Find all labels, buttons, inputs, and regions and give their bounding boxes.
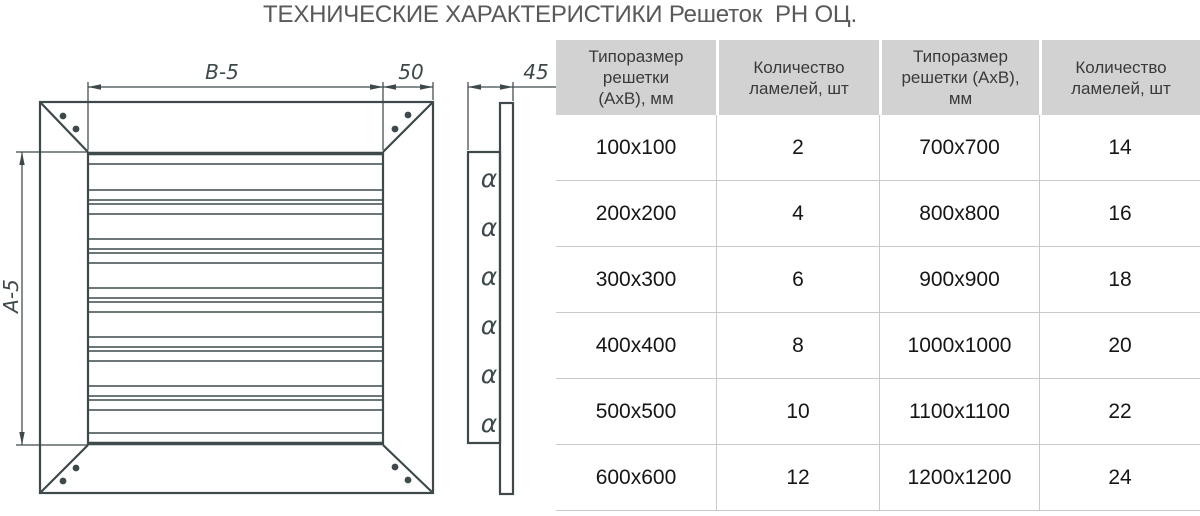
dim-label-depth: 45 [523,60,548,84]
table-cell: 1200х1200 [879,445,1039,511]
dim-label-frame: 50 [398,60,423,84]
table-header-cell: Типоразмер решетки (АхВ), мм [556,40,716,115]
table-cell: 24 [1039,445,1200,511]
table-cell: 2 [716,115,879,181]
table-cell: 22 [1039,379,1200,445]
table-header-cell: Количество ламелей, шт [1039,40,1200,115]
header-line: Количество [1075,57,1167,77]
header-line: решетки (АхВ), [901,68,1020,87]
frame-outline [38,100,435,495]
grille-technical-drawing: α α α α α α В-5 50 [0,60,556,496]
table-header-cell: Типоразмер решетки (АхВ), мм [879,40,1039,115]
mitre-line [39,444,89,494]
svg-text:α: α [481,213,498,242]
dimension-depth-45: 45 [467,60,556,150]
table-cell: 20 [1039,313,1200,379]
table-cell: 300х300 [556,247,716,313]
table-cell: 100х100 [556,115,716,181]
page-title: ТЕХНИЧЕСКИЕ ХАРАКТЕРИСТИКИ Решеток РН ОЦ… [263,1,857,28]
table-cell: 900х900 [879,247,1039,313]
table-cell: 4 [716,181,879,247]
header-line: мм [948,89,973,108]
table-cell: 12 [716,445,879,511]
table-cell: 16 [1039,181,1200,247]
header-line: Количество [753,57,845,77]
table-cell: 18 [1039,247,1200,313]
table-cell: 200х200 [556,181,716,247]
table-cell: 400х400 [556,313,716,379]
header-line: Типоразмер [588,47,684,66]
table-cell: 10 [716,379,879,445]
table-cell: 800х800 [879,181,1039,247]
table-cell: 500х500 [556,379,716,445]
table-cell: 6 [716,247,879,313]
dim-label-height: А-5 [0,279,23,315]
svg-text:α: α [481,360,498,389]
mitre-line [382,444,434,494]
table-cell: 1100х1100 [879,379,1039,445]
header-line: Типоразмер [913,47,1008,66]
dimension-width-b5: В-5 [87,60,433,150]
table-cell: 14 [1039,115,1200,181]
table-header-cell: Количество ламелей, шт [716,40,879,115]
corner-screw-dots [59,111,412,485]
table-cell: 1000х1000 [879,313,1039,379]
spec-table: Типоразмер решетки (АхВ), мм Количество … [556,40,1200,511]
header-line: ламелей, шт [1071,78,1171,98]
front-view [38,100,435,495]
svg-text:α: α [481,311,498,340]
dimension-height-a5: А-5 [0,151,88,446]
dim-label-width: В-5 [205,60,239,84]
header-line: решетки [602,68,670,87]
lamella-section-hooks: α α α α α α [481,164,498,438]
table-cell: 8 [716,313,879,379]
dimension-frame-50: 50 [383,60,434,100]
side-body [466,150,502,445]
table-cell: 600х600 [556,445,716,511]
side-flange [498,101,515,496]
louver-lines [88,163,383,434]
mitre-line [382,101,434,153]
side-view: α α α α α α [466,101,515,496]
svg-text:α: α [481,409,498,438]
svg-text:α: α [481,164,498,193]
header-line: ламелей, шт [749,78,849,98]
table-cell: 700х700 [879,115,1039,181]
svg-text:α: α [481,262,498,291]
header-line: (АхВ), мм [598,89,674,108]
mitre-line [39,101,89,153]
